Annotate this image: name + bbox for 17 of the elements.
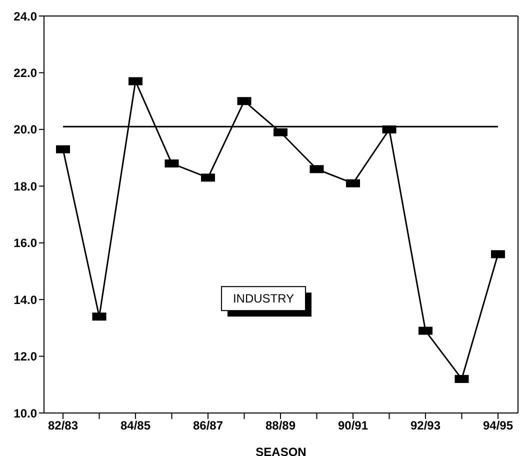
y-tick-label: 16.0: [14, 236, 38, 250]
x-tick-label: 86/87: [192, 418, 224, 433]
y-tick-label: 10.0: [14, 406, 38, 420]
x-axis-title: SEASON: [256, 445, 306, 456]
x-tick-label: 82/83: [48, 418, 78, 433]
x-tick-label: 94/95: [482, 418, 514, 433]
x-tick-label: 84/85: [120, 418, 151, 433]
y-tick-label: 24.0: [14, 9, 38, 24]
x-tick-label: 92/93: [410, 418, 441, 433]
x-tick-label: 88/89: [265, 418, 296, 433]
y-tick-label: 22.0: [14, 66, 38, 80]
x-tick-label: 90/91: [338, 418, 368, 433]
y-tick-label: 18.0: [14, 179, 38, 194]
y-tick-label: 14.0: [14, 292, 38, 307]
ref-line-label: INDUSTRY: [232, 292, 294, 306]
y-tick-label: 12.0: [14, 350, 38, 364]
y-tick-label: 20.0: [14, 122, 38, 137]
